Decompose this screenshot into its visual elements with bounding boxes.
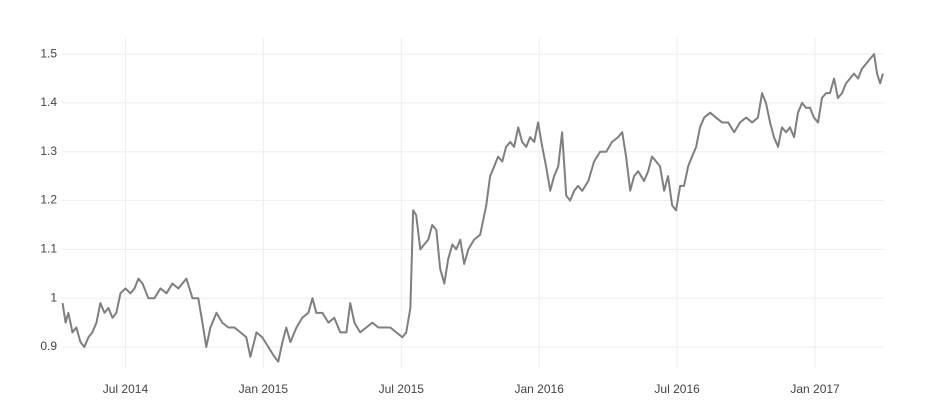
line: [61, 53, 884, 363]
x-tick-label: Jan 2015: [239, 382, 289, 396]
y-tick-label: 1.3: [40, 144, 57, 158]
x-tick-label: Jul 2016: [654, 382, 700, 396]
x-tick-label: Jan 2017: [790, 382, 840, 396]
x-tick-label: Jul 2015: [379, 382, 425, 396]
y-tick-label: 1.4: [40, 95, 57, 109]
y-tick-label: 0.9: [40, 339, 57, 353]
y-tick-label: 1.1: [40, 242, 57, 256]
x-tick-label: Jul 2014: [103, 382, 149, 396]
x-tick-label: Jan 2016: [515, 382, 565, 396]
y-tick-label: 1: [50, 290, 57, 304]
y-tick-label: 1.2: [40, 193, 57, 207]
y-tick-label: 1.5: [40, 46, 57, 60]
